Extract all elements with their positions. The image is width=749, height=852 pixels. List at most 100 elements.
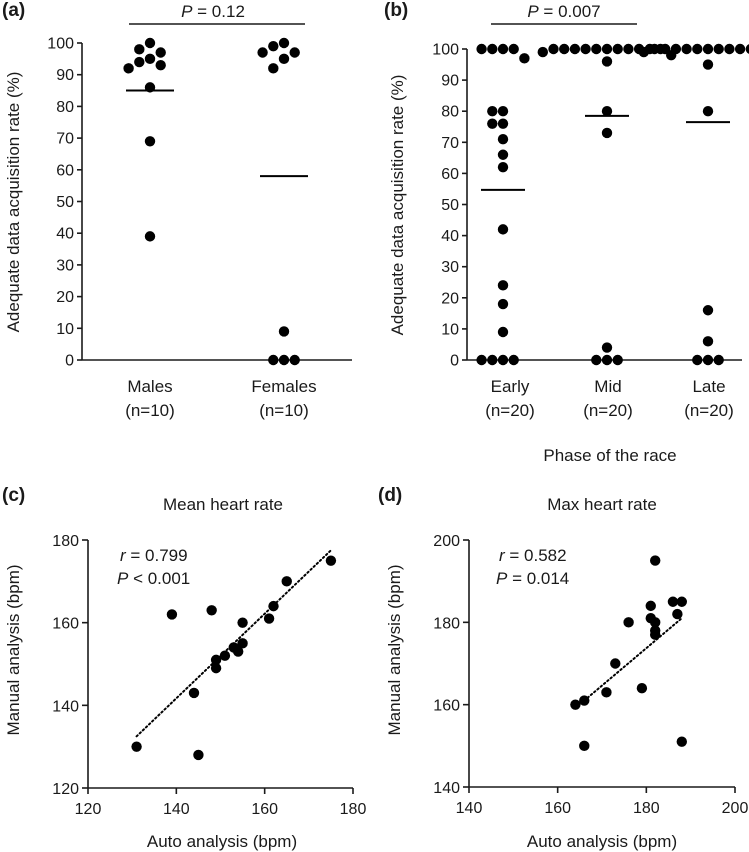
panel-c-data-point xyxy=(193,749,204,761)
panel-b-data-point xyxy=(497,326,509,338)
panel-a-data-point xyxy=(289,47,300,58)
panel-c-data-point xyxy=(237,638,248,649)
panel-c-data-point xyxy=(325,555,337,566)
panel-a-data-point xyxy=(289,354,300,366)
panel-d-trendline xyxy=(583,617,683,702)
panel-b-data-point xyxy=(591,43,602,55)
panel-b-data-point xyxy=(724,43,735,55)
panel-d-xlabel: Auto analysis (bpm) xyxy=(527,832,677,851)
panel-a-data-point xyxy=(268,354,279,366)
panel-b-data-point xyxy=(681,43,692,55)
panel-c-data-point xyxy=(131,741,142,752)
panel-d-data-point xyxy=(579,695,590,706)
panel-b-category-early: Early xyxy=(491,377,530,396)
panel-c-data-point xyxy=(210,654,222,666)
panel-b-y-tick-label: 10 xyxy=(441,321,459,338)
panel-c-r-annotation: r = 0.799 xyxy=(120,546,188,565)
panel-a-y-tick-label: 90 xyxy=(56,67,74,84)
panel-b-data-point xyxy=(649,43,660,55)
panel-b-n-early: (n=20) xyxy=(485,401,535,420)
panel-b-data-point xyxy=(601,56,613,67)
panel-b-data-point xyxy=(508,354,519,366)
panel-c-y-tick-label: 160 xyxy=(52,616,79,633)
panel-a-data-point xyxy=(155,59,166,71)
panel-b-data-point xyxy=(487,354,498,366)
panel-d-data-point xyxy=(650,629,661,640)
panel-a-ylabel: Adequate data acquisition rate (%) xyxy=(4,72,23,333)
panel-d-data-point xyxy=(570,699,581,710)
panel-b-y-tick-label: 30 xyxy=(441,259,459,276)
panel-b-category-late: Late xyxy=(692,377,725,396)
panel-b-data-point xyxy=(487,43,498,55)
panel-b-data-point xyxy=(601,342,613,353)
panel-b-data-point xyxy=(508,43,519,55)
panel-a-data-point xyxy=(144,136,156,147)
panel-b-data-point xyxy=(497,298,509,310)
panel-b-n-mid: (n=20) xyxy=(583,401,633,420)
panel-b-data-point xyxy=(601,127,613,139)
panel-b-data-point xyxy=(497,354,509,366)
panel-b-data-point xyxy=(559,43,570,55)
panel-a-data-point xyxy=(278,53,290,65)
panel-a-data-point xyxy=(144,53,156,65)
panel-c-xlabel: Auto analysis (bpm) xyxy=(147,832,297,851)
panel-b-data-point xyxy=(702,106,714,117)
panel-b-y-tick-label: 20 xyxy=(441,290,459,307)
panel-a-n-males: (n=10) xyxy=(125,401,175,420)
panel-d-data-point xyxy=(610,658,621,669)
panel-c-data-point xyxy=(263,613,275,624)
panel-a-y-tick-label: 40 xyxy=(56,226,74,243)
panel-d-x-tick-label: 200 xyxy=(722,800,749,817)
panel-b-data-point xyxy=(476,354,487,366)
panel-d-y-tick-label: 160 xyxy=(433,698,460,715)
panel-d-p-annotation: P = 0.014 xyxy=(496,569,569,588)
panel-d-x-tick-label: 180 xyxy=(633,800,660,817)
panel-b-data-point xyxy=(702,59,714,70)
panel-a-data-point xyxy=(144,231,156,242)
panel-b-data-point xyxy=(713,43,724,55)
panel-b-data-point xyxy=(601,106,613,117)
panel-b-data-point xyxy=(497,106,509,117)
panel-c-data-point xyxy=(188,687,200,699)
panel-d-data-point xyxy=(650,617,661,628)
panel-c-data-point xyxy=(268,600,279,612)
panel-a-category-females: Females xyxy=(251,377,316,396)
panel-b-data-point xyxy=(623,43,634,55)
panel-a-y-tick-label: 20 xyxy=(56,289,74,306)
panel-b-data-point xyxy=(670,43,682,55)
panel-a-data-point xyxy=(268,63,279,74)
panel-a-data-point xyxy=(123,63,134,74)
panel-c-data-point xyxy=(210,662,222,674)
panel-a-y-tick-label: 70 xyxy=(56,131,74,148)
panel-b-data-point xyxy=(702,305,714,316)
panel-b-data-point xyxy=(612,43,623,55)
panel-b-data-point xyxy=(476,43,487,55)
panel-b-data-point xyxy=(601,43,613,55)
panel-b-p-annotation: P = 0.007 xyxy=(527,2,600,21)
panel-b-data-point xyxy=(519,53,530,64)
panel-a-data-point xyxy=(278,37,290,49)
panel-b-y-tick-label: 80 xyxy=(441,104,459,121)
panel-b-data-point xyxy=(497,149,509,160)
panel-a-data-point xyxy=(278,326,290,337)
panel-b-data-point xyxy=(580,43,591,55)
panel-b-data-point xyxy=(702,336,714,347)
panel-a-y-tick-label: 60 xyxy=(56,162,74,179)
panel-d-data-point xyxy=(645,600,656,612)
panel-b-label: (b) xyxy=(384,0,408,21)
panel-d-y-tick-label: 140 xyxy=(433,780,460,797)
panel-a-data-point xyxy=(268,40,279,52)
panel-a-data-point xyxy=(144,37,156,49)
panel-b-data-point xyxy=(487,106,498,117)
panel-c-data-point xyxy=(232,646,244,657)
panel-c-y-tick-label: 120 xyxy=(52,781,79,798)
panel-b-data-point xyxy=(497,161,509,173)
panel-c-x-tick-label: 140 xyxy=(163,801,190,818)
panel-b-y-tick-label: 100 xyxy=(432,42,459,59)
panel-b-data-point xyxy=(497,118,509,129)
panel-c-title: Mean heart rate xyxy=(163,495,283,514)
panel-b-data-point xyxy=(591,354,602,366)
panel-b-data-point xyxy=(745,44,749,54)
panel-b-data-point xyxy=(702,354,714,366)
